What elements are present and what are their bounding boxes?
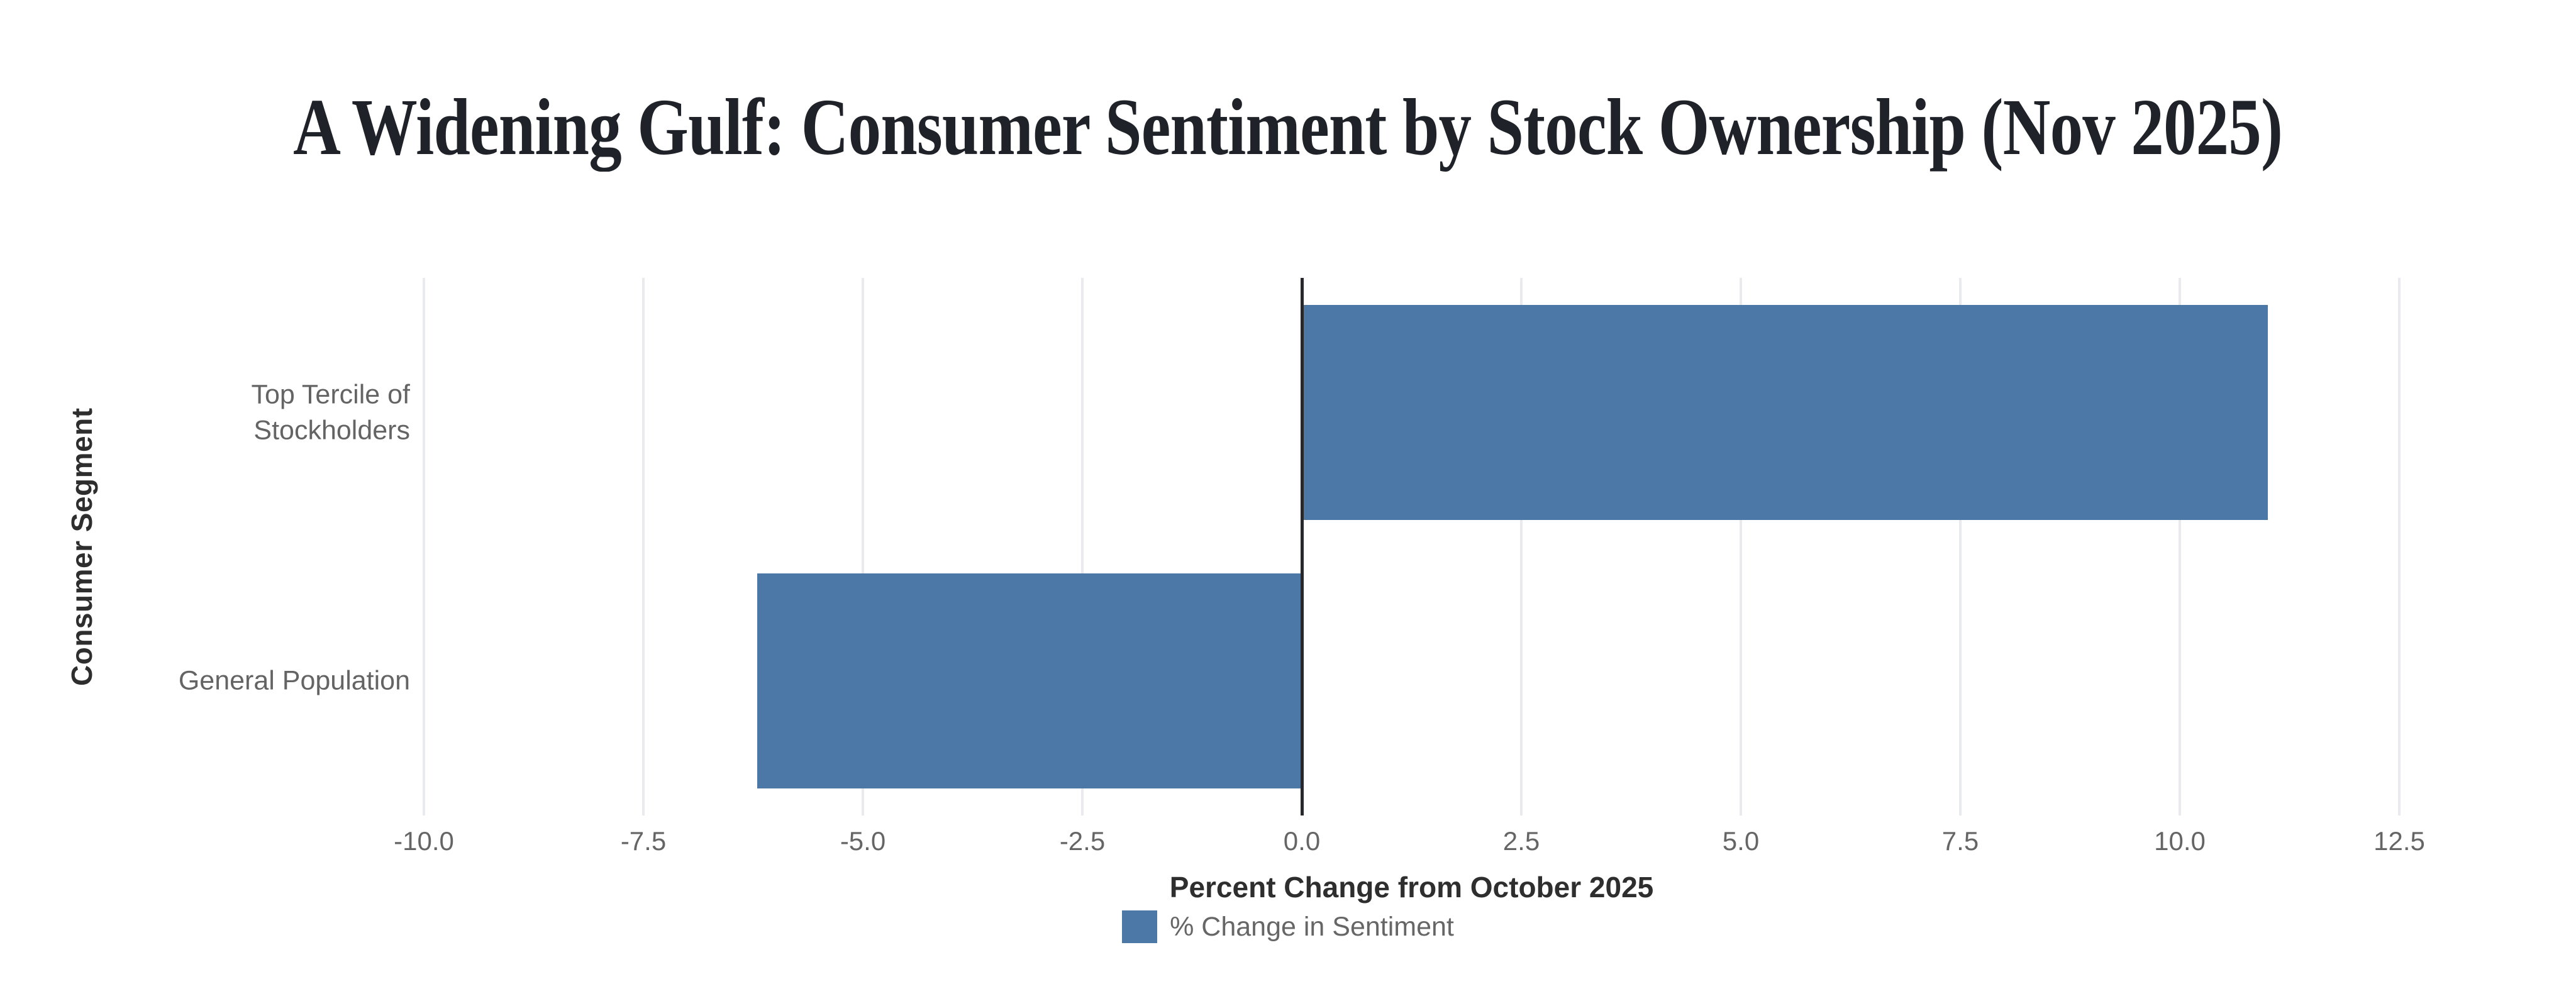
y-axis-category-labels: Top Tercile of Stockholders General Popul… bbox=[0, 278, 416, 815]
gridline bbox=[1520, 278, 1523, 815]
gridline bbox=[423, 278, 425, 815]
x-tick-label: 7.5 bbox=[1941, 826, 1979, 856]
legend: % Change in Sentiment bbox=[0, 910, 2576, 943]
x-tick-label: 2.5 bbox=[1502, 826, 1540, 856]
category-label: General Population bbox=[178, 665, 410, 696]
x-tick-label: 12.5 bbox=[2373, 826, 2425, 856]
bar-general-population bbox=[757, 573, 1302, 789]
gridline bbox=[2179, 278, 2181, 815]
category-label: Top Tercile of Stockholders bbox=[251, 379, 410, 445]
gridline bbox=[1959, 278, 1962, 815]
gridline bbox=[1081, 278, 1084, 815]
plot-area bbox=[423, 278, 2401, 815]
x-tick-label: -7.5 bbox=[620, 826, 667, 856]
x-axis-title: Percent Change from October 2025 bbox=[1169, 871, 1654, 904]
gridline bbox=[1740, 278, 1742, 815]
x-tick-label: -5.0 bbox=[840, 826, 886, 856]
x-tick-label: 0.0 bbox=[1283, 826, 1321, 856]
gridline bbox=[862, 278, 864, 815]
legend-label: % Change in Sentiment bbox=[1170, 911, 1454, 942]
zero-axis-line bbox=[1300, 278, 1304, 815]
chart-title: A Widening Gulf: Consumer Sentiment by S… bbox=[0, 83, 2576, 172]
x-tick-label: -2.5 bbox=[1059, 826, 1106, 856]
gridline bbox=[2398, 278, 2401, 815]
bar-top-tercile-of-stockholders bbox=[1302, 304, 2268, 520]
x-tick-label: 10.0 bbox=[2154, 826, 2206, 856]
x-axis-tick-labels: -10.0 -7.5 -5.0 -2.5 0.0 2.5 5.0 7.5 10.0 12.5 bbox=[394, 826, 2425, 861]
legend-swatch bbox=[1122, 910, 1158, 943]
chart-title-text: A Widening Gulf: Consumer Sentiment by S… bbox=[293, 82, 2284, 172]
x-tick-label: -10.0 bbox=[394, 826, 454, 856]
gridline bbox=[642, 278, 645, 815]
x-tick-label: 5.0 bbox=[1722, 826, 1760, 856]
